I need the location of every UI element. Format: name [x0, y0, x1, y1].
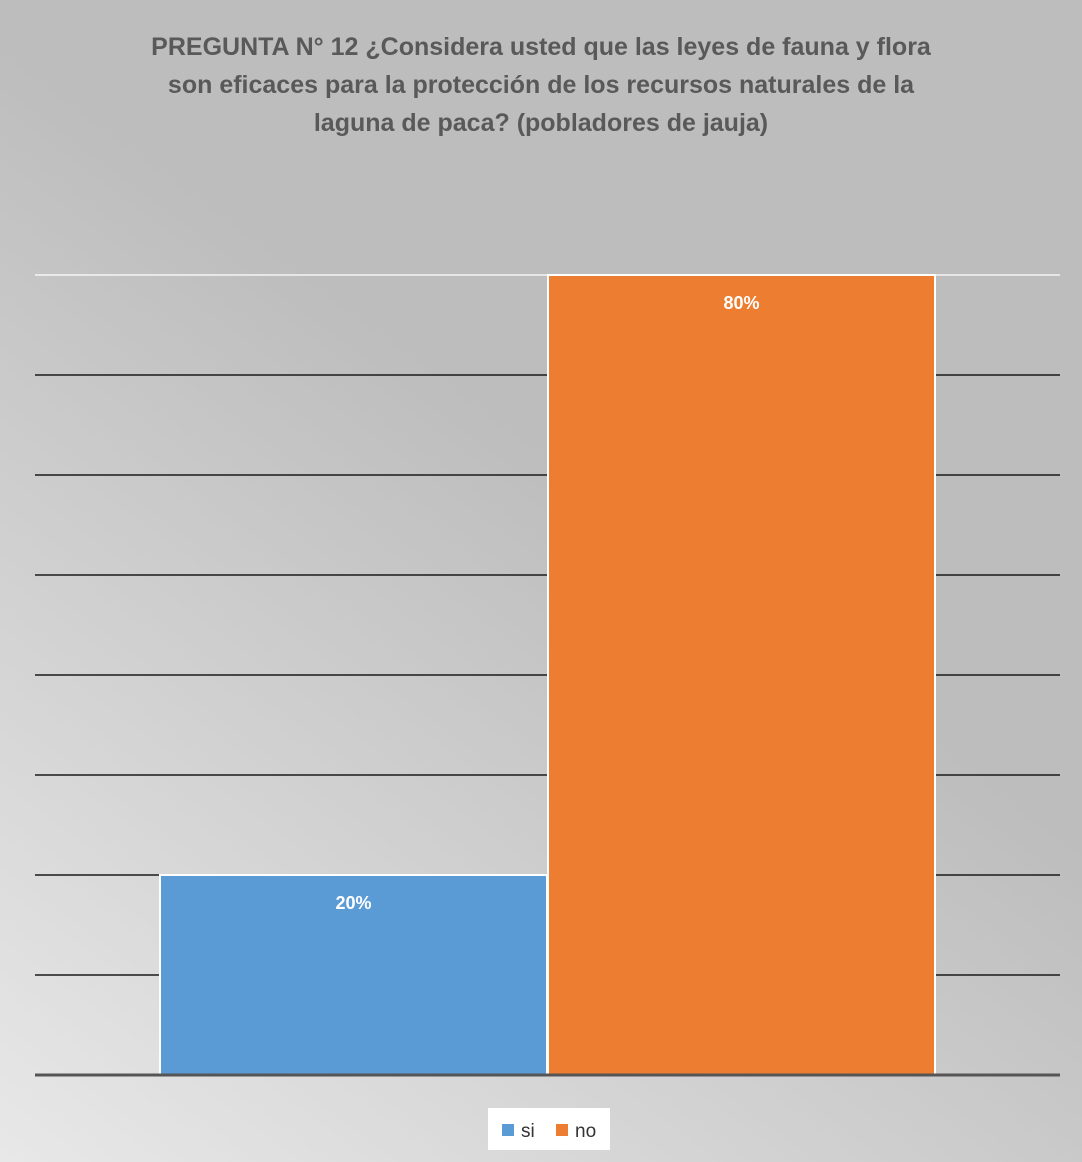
bar-no	[547, 274, 936, 1076]
chart-title-line: laguna de paca? (pobladores de jauja)	[314, 109, 768, 137]
data-label-si: 20%	[335, 893, 371, 913]
legend-swatch-no	[556, 1124, 568, 1136]
chart-title: PREGUNTA N° 12 ¿Considera usted que las …	[151, 33, 932, 137]
legend: si no	[488, 1108, 610, 1150]
bar-si	[159, 874, 548, 1076]
chart-title-line: PREGUNTA N° 12 ¿Considera usted que las …	[151, 33, 932, 61]
chart-title-line: son eficaces para la protección de los r…	[168, 71, 915, 99]
bars	[159, 274, 936, 1076]
data-labels: 20% 80%	[335, 293, 759, 913]
legend-label-si: si	[521, 1121, 535, 1142]
legend-swatch-si	[502, 1124, 514, 1136]
data-label-no: 80%	[723, 293, 759, 313]
legend-label-no: no	[575, 1121, 596, 1142]
